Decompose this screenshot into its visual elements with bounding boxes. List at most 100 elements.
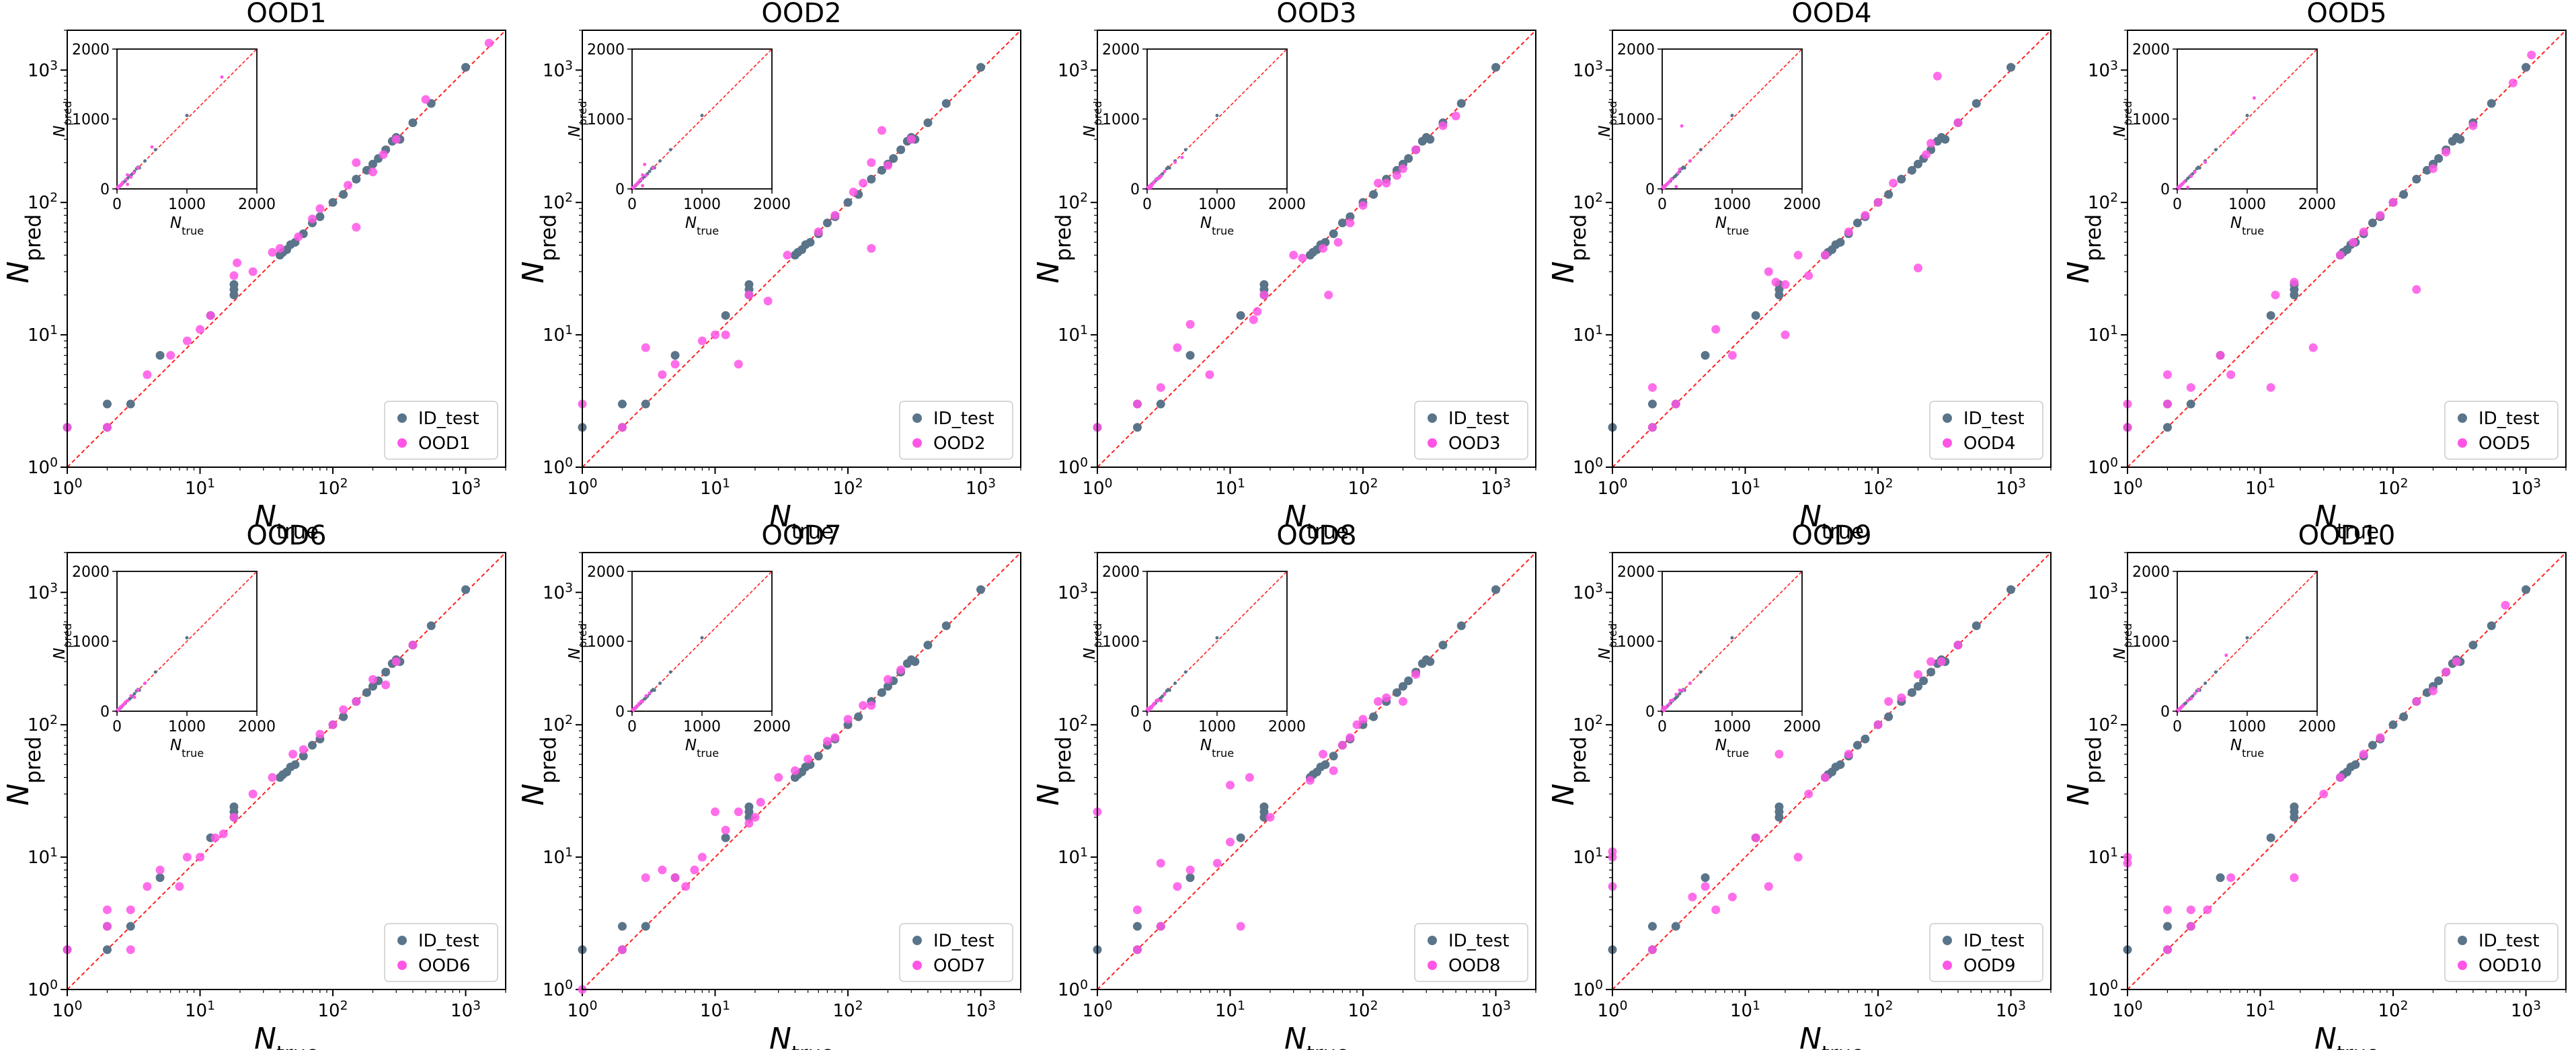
ood-point [1933, 71, 1942, 81]
y-tick-label-exp: 3 [2110, 581, 2118, 595]
legend-id-test-label: ID_test [418, 931, 479, 951]
x-tick-label-base: 10 [1215, 1001, 1237, 1021]
inset-ood-point [1671, 698, 1675, 702]
inset-ood-point [132, 695, 136, 699]
y-tick-label: 102 [2088, 713, 2118, 736]
ood-point [229, 813, 239, 822]
legend: ID_test OOD10 [2444, 923, 2559, 982]
x-tick-label: 101 [1730, 999, 1760, 1022]
x-tick-label-base: 10 [1598, 479, 1620, 499]
x-tick-label-base: 10 [1996, 479, 2018, 499]
ood-point [1132, 905, 1142, 914]
y-axis-label-main: N [516, 261, 551, 284]
y-tick-label-base: 10 [543, 715, 565, 735]
x-tick-label-base: 10 [451, 1001, 473, 1021]
inset-y-tick-label: 1000 [72, 112, 110, 128]
inset-x-tick-label: 0 [627, 196, 637, 213]
id-test-point [2522, 63, 2531, 72]
id-test-point [1884, 712, 1894, 721]
ood-point [2203, 905, 2212, 914]
inset-x-axis-label-main: N [1200, 737, 1212, 754]
x-tick-label: 103 [2511, 999, 2541, 1022]
y-axis-label-sub: pred [537, 214, 561, 261]
x-tick-label-base: 10 [1598, 1001, 1620, 1021]
legend-box [384, 923, 498, 982]
y-tick-label-exp: 3 [2110, 58, 2118, 73]
id-test-point [461, 585, 471, 594]
legend: ID_test OOD3 [1414, 401, 1528, 460]
ood-point [1392, 171, 1401, 180]
panel-ood7: OOD7100101102103100101102103NtrueNpred01… [516, 520, 1021, 1050]
y-tick-label-base: 10 [543, 980, 565, 1000]
x-tick-label-exp: 3 [2533, 477, 2541, 491]
y-tick-label: 103 [28, 58, 58, 81]
legend-ood-marker [397, 438, 407, 448]
legend-box [1929, 401, 2043, 460]
x-tick-label-base: 10 [52, 479, 75, 499]
ood-point [248, 267, 258, 276]
inset-id-test-point [1678, 692, 1682, 696]
inset-x-axis-label: Ntrue [1715, 737, 1749, 760]
inset-id-test-point [2245, 114, 2249, 118]
y-tick-label-base: 10 [2088, 715, 2110, 735]
y-tick-label-base: 10 [1058, 848, 1080, 868]
y-axis-label-sub: pred [537, 737, 561, 784]
ood-point [143, 882, 152, 891]
inset-y-tick-label: 1000 [1617, 634, 1655, 651]
x-tick-label: 100 [52, 999, 83, 1022]
inset-ood-point [2252, 96, 2256, 100]
inset-x-axis-label-main: N [685, 737, 697, 754]
legend-id-test-label: ID_test [1448, 409, 1510, 429]
ood-point [1245, 773, 1254, 782]
ood-point [2527, 50, 2536, 60]
id-test-point [1647, 922, 1657, 931]
x-tick-label-exp: 1 [2267, 999, 2275, 1013]
panel-ood8: OOD8100101102103100101102103NtrueNpred01… [1031, 520, 1536, 1050]
inset-ood-point [2181, 704, 2185, 708]
y-tick-label-base: 10 [1058, 583, 1080, 603]
inset-y-axis-label-main: N [51, 126, 69, 137]
legend-ood-marker [1943, 438, 1952, 448]
inset-diagonal-line [631, 48, 773, 190]
ood-point [697, 336, 707, 346]
ood-point [822, 737, 832, 746]
inset-ood-point [1688, 159, 1692, 163]
inset-ood-point [2186, 186, 2190, 190]
legend-id-test-label: ID_test [1963, 409, 2025, 429]
x-tick-label-exp: 0 [1105, 477, 1113, 491]
inset-y-axis-label: Npred [51, 101, 74, 137]
y-tick-label: 102 [28, 713, 58, 736]
y-tick-label-base: 10 [1058, 325, 1080, 346]
legend-ood-marker [912, 961, 922, 970]
legend: ID_test OOD8 [1414, 923, 1528, 982]
id-test-point [2006, 585, 2016, 594]
ood-point [2428, 686, 2437, 696]
ood-point [484, 38, 494, 48]
ood-point [143, 370, 152, 379]
ood-point [2376, 733, 2385, 742]
ood-point [1711, 325, 1721, 334]
ood-point [697, 852, 707, 862]
ood-point [2162, 399, 2172, 409]
ood-point [2290, 278, 2299, 287]
x-tick-label-exp: 1 [722, 477, 730, 491]
x-axis-label-main: N [254, 1022, 276, 1050]
inset-ood-point [1173, 160, 1177, 164]
x-tick-label-exp: 1 [1752, 477, 1760, 491]
inset-ood-point [1152, 702, 1156, 706]
id-test-point [1456, 621, 1466, 631]
x-tick-label-exp: 0 [75, 477, 83, 491]
y-tick-label: 102 [543, 713, 573, 736]
id-test-point [2412, 175, 2421, 184]
inset-y-tick-label: 2000 [1102, 564, 1140, 581]
inset-ood-point [120, 181, 124, 185]
y-tick-label-base: 10 [1058, 715, 1080, 735]
y-tick-label-exp: 3 [1595, 58, 1603, 73]
id-test-point [1392, 688, 1401, 697]
ood-point [1711, 905, 1721, 914]
ood-point [1937, 657, 1946, 666]
ood-point [1647, 382, 1657, 392]
